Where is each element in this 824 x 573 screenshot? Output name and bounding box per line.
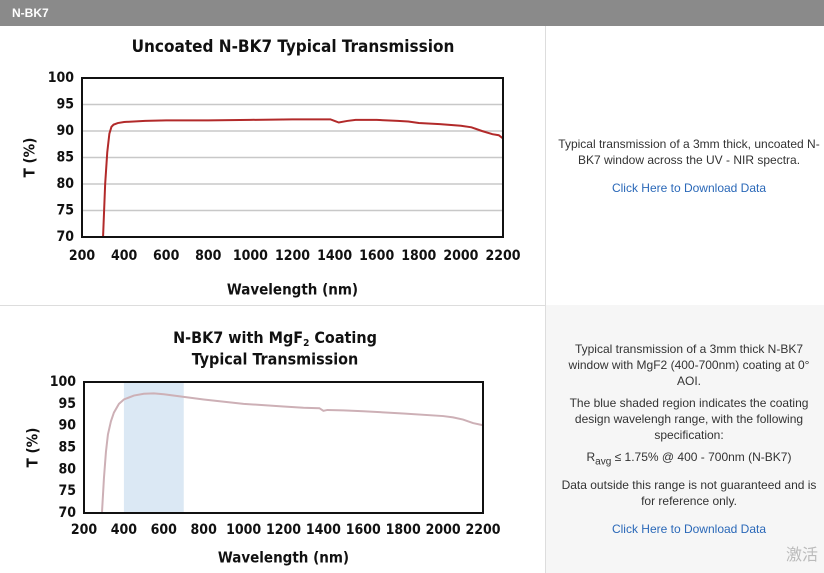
- x-tick-label: 800: [191, 522, 218, 538]
- x-tick-label: 1800: [386, 522, 421, 538]
- title-text: N-BK7 with MgF: [173, 328, 303, 347]
- shaded-region: [123, 382, 184, 513]
- x-tick-label: 2200: [485, 248, 520, 264]
- x-tick-label: 1400: [317, 248, 352, 264]
- charts: Uncoated N-BK7 Typical Transmission 70 75 8…: [21, 37, 521, 567]
- y-axis-label: T (%): [21, 138, 39, 178]
- x-tick-label: 1800: [401, 248, 436, 264]
- y-tick-label: 75: [58, 483, 76, 499]
- x-tick-label: 600: [151, 522, 178, 538]
- plot-frame: [83, 381, 484, 514]
- x-tick-label: 1200: [275, 248, 310, 264]
- data-line: [100, 392, 484, 514]
- x-axis-label: Wavelength (nm): [227, 281, 358, 299]
- x-tick-label: 800: [195, 248, 222, 264]
- note: The blue shaded region indicates the coa…: [569, 396, 809, 443]
- disclaimer: Data outside this range is not guarantee…: [561, 477, 817, 508]
- y-tick-label: 75: [56, 203, 74, 219]
- x-tick-label: 400: [111, 522, 138, 538]
- y-tick-label: 90: [56, 123, 74, 139]
- description: Typical transmission of a 3mm thick, unc…: [558, 136, 820, 167]
- y-tick-label: 100: [50, 374, 77, 390]
- y-tick-label: 80: [56, 176, 74, 192]
- chart-title: Uncoated N-BK7 Typical Transmission: [132, 37, 455, 57]
- plot-frame: [81, 77, 504, 238]
- x-axis-label: Wavelength (nm): [218, 549, 349, 567]
- x-tick-label: 1600: [346, 522, 381, 538]
- y-tick-label: 95: [56, 97, 74, 113]
- download-link[interactable]: Click Here to Download Data: [611, 180, 767, 195]
- description: Typical transmission of a 3mm thick N-BK…: [568, 342, 810, 389]
- x-tick-label: 1200: [266, 522, 301, 538]
- y-tick-label: 80: [58, 461, 76, 477]
- y-tick-label: 90: [58, 418, 76, 434]
- x-tick-label: 1600: [359, 248, 394, 264]
- y-tick-label: 100: [48, 70, 75, 86]
- x-tick-label: 2000: [426, 522, 461, 538]
- x-tick-label: 2200: [465, 522, 500, 538]
- x-tick-label: 1000: [226, 522, 261, 538]
- y-tick-label: 85: [56, 150, 74, 166]
- title-text: Coating: [309, 328, 377, 347]
- description-panel: Typical transmission of a 3mm thick, unc…: [545, 26, 824, 305]
- data-line: [102, 118, 504, 238]
- x-tick-label: 600: [153, 248, 180, 264]
- description-panel: Typical transmission of a 3mm thick N-BK…: [545, 305, 824, 573]
- x-tick-label: 400: [111, 248, 138, 264]
- header-title: N-BK7: [0, 0, 824, 26]
- specification: Ravg ≤ 1.75% @ 400 - 700nm (N-BK7): [587, 449, 792, 470]
- y-tick-label: 95: [58, 396, 76, 412]
- x-tick-label: 2000: [443, 248, 478, 264]
- title-subscript: 2: [303, 338, 309, 349]
- chart-title: Typical Transmission: [192, 350, 359, 369]
- chart-title: N-BK7 with MgF2 Coating: [173, 328, 377, 350]
- spec-subscript: avg: [595, 456, 612, 468]
- x-tick-label: 200: [71, 522, 98, 538]
- x-tick-label: 1000: [233, 248, 268, 264]
- watermark: 激活: [785, 545, 818, 564]
- y-tick-label: 85: [58, 440, 76, 456]
- spec-symbol: R: [586, 450, 596, 465]
- row-separator: [0, 305, 824, 306]
- download-link[interactable]: Click Here to Download Data: [611, 521, 767, 536]
- x-tick-label: 1400: [306, 522, 341, 538]
- y-tick-label: 70: [58, 505, 76, 521]
- spec-text: ≤ 1.75% @ 400 - 700nm (N-BK7): [611, 450, 792, 465]
- y-tick-label: 70: [56, 229, 74, 245]
- y-axis-label: T (%): [24, 428, 42, 468]
- x-tick-label: 200: [69, 248, 96, 264]
